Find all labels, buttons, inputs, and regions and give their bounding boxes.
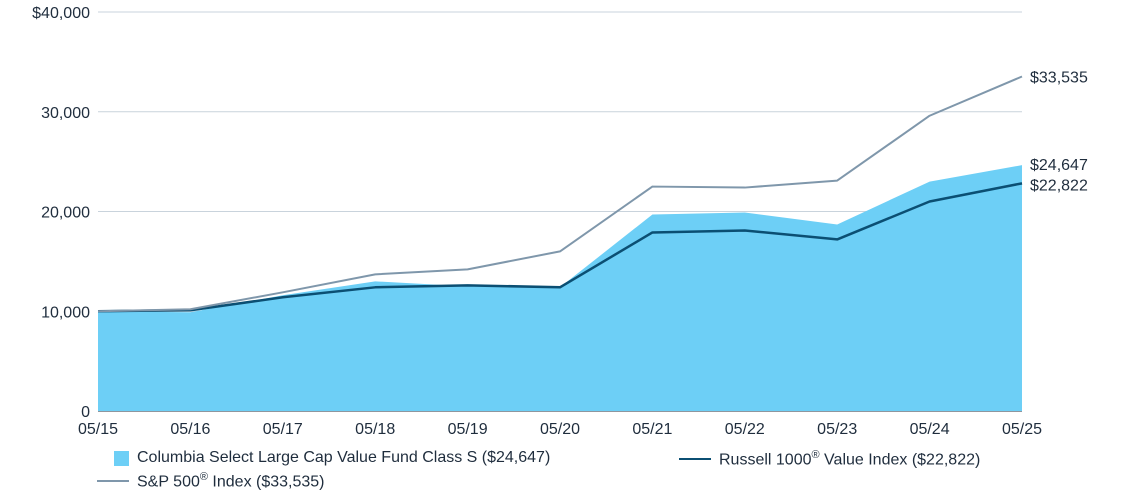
x-tick-label: 05/22 xyxy=(725,421,765,438)
y-tick-label: 20,000 xyxy=(41,205,90,222)
legend-item-fund: Columbia Select Large Cap Value Fund Cla… xyxy=(114,449,550,467)
x-axis-tick-labels: 05/15 05/16 05/17 05/18 05/19 05/20 05/21 05/22… xyxy=(78,421,1042,438)
legend-label-russell: Russell 1000® Value Index ($22,822) xyxy=(719,449,981,469)
legend-item-russell: Russell 1000® Value Index ($22,822) xyxy=(679,449,980,469)
y-tick-label: 10,000 xyxy=(41,304,90,321)
legend-label-sp500: S&P 500® Index ($33,535) xyxy=(137,471,325,491)
legend-item-sp500: S&P 500® Index ($33,535) xyxy=(97,471,325,491)
legend-swatch-fund xyxy=(114,450,129,466)
x-tick-label: 05/16 xyxy=(170,421,210,438)
y-tick-label: 0 xyxy=(81,404,90,421)
x-tick-label: 05/20 xyxy=(540,421,580,438)
end-value-label: $33,535 xyxy=(1030,69,1088,86)
index-lines-layer xyxy=(97,75,1023,313)
legend-label-fund: Columbia Select Large Cap Value Fund Cla… xyxy=(137,449,551,466)
end-value-label: $24,647 xyxy=(1030,157,1088,174)
x-tick-label: 05/21 xyxy=(632,421,672,438)
y-tick-label: $40,000 xyxy=(32,5,90,22)
x-tick-label: 05/25 xyxy=(1002,421,1042,438)
legend-swatch-sp500 xyxy=(97,480,129,483)
end-value-label: $22,822 xyxy=(1030,177,1088,194)
x-tick-label: 05/24 xyxy=(910,421,950,438)
x-tick-label: 05/23 xyxy=(817,421,857,438)
y-axis-tick-labels: $40,000 30,000 20,000 10,000 0 xyxy=(32,5,90,421)
x-tick-label: 05/18 xyxy=(355,421,395,438)
x-tick-label: 05/19 xyxy=(448,421,488,438)
series-end-labels: $24,647 $22,822 $33,535 xyxy=(1030,69,1088,194)
legend: Columbia Select Large Cap Value Fund Cla… xyxy=(0,444,1121,494)
x-tick-label: 05/15 xyxy=(78,421,118,438)
legend-swatch-russell xyxy=(679,458,711,461)
y-tick-label: 30,000 xyxy=(41,105,90,122)
russell-line xyxy=(97,182,1023,313)
x-tick-label: 05/17 xyxy=(263,421,303,438)
sp500-line xyxy=(97,75,1023,313)
